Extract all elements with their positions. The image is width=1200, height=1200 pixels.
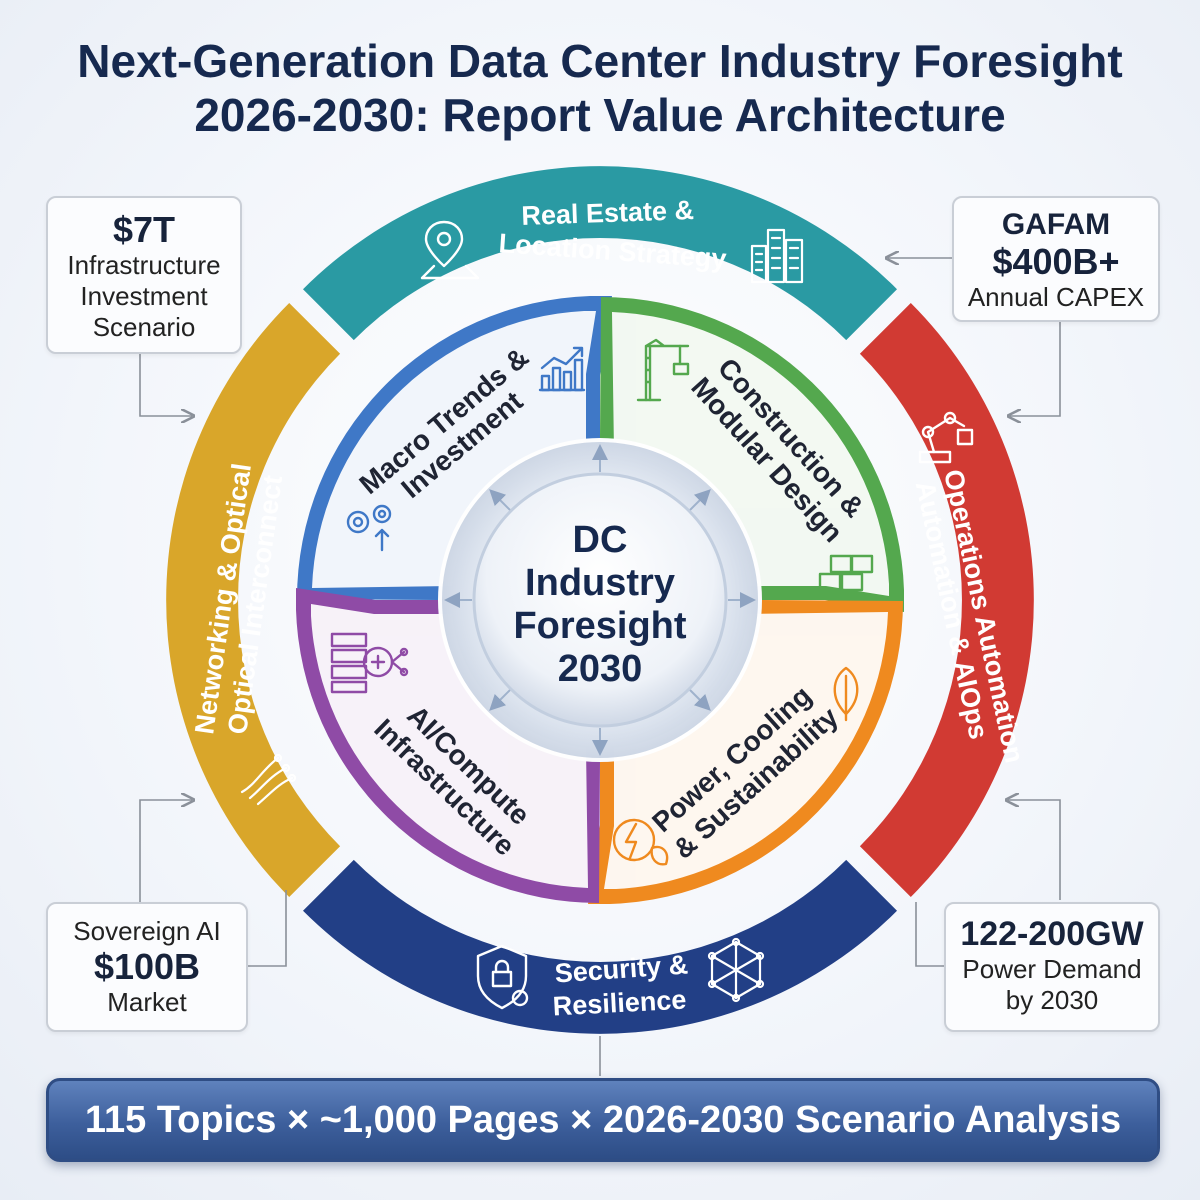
modular-blocks-icon — [818, 554, 874, 598]
stat-top: GAFAM — [1001, 208, 1111, 241]
stat-card-power-demand: 122-200GW Power Demand by 2030 — [944, 902, 1160, 1032]
center-hub — [472, 472, 728, 728]
fiber-optic-icon — [240, 753, 297, 806]
title-line-2: 2026-2030: Report Value Architecture — [194, 89, 1006, 141]
robot-arm-icon — [918, 411, 974, 464]
construction-panel — [612, 312, 889, 596]
center-line-3: Foresight — [513, 605, 686, 647]
card-connectors — [139, 258, 1061, 1076]
stat-card-infrastructure: $7T Infrastructure Investment Scenario — [46, 196, 242, 354]
city-buildings-icon — [750, 228, 804, 284]
stat-line: Power Demand — [962, 954, 1142, 984]
shield-lock-icon — [476, 944, 529, 1010]
lightning-leaf-icon — [612, 818, 669, 866]
summary-banner: 115 Topics × ~1,000 Pages × 2026-2030 Sc… — [46, 1078, 1160, 1162]
center-line-4: 2030 — [558, 648, 643, 690]
network-cube-icon — [707, 937, 765, 1003]
stat-top: Sovereign AI — [73, 916, 221, 946]
stat-card-gafam: GAFAM $400B+ Annual CAPEX — [952, 196, 1160, 322]
stat-value: $400B+ — [992, 241, 1120, 282]
stat-value: 122-200GW — [960, 915, 1144, 953]
crane-icon — [636, 338, 690, 402]
stat-line: by 2030 — [1005, 985, 1099, 1015]
power-panel — [604, 612, 888, 889]
stat-line: Infrastructure — [67, 250, 221, 280]
macro-panel — [312, 311, 596, 588]
title-line-1: Next-Generation Data Center Industry For… — [77, 35, 1123, 87]
center-line-1: DC — [573, 519, 628, 561]
stat-line: Scenario — [92, 312, 196, 342]
server-brain-icon — [330, 632, 409, 694]
leaf-icon — [833, 666, 859, 722]
center-line-2: Industry — [525, 562, 675, 604]
stat-value: $7T — [112, 209, 176, 250]
page-title: Next-Generation Data Center Industry For… — [0, 34, 1200, 142]
operations-segment — [859, 303, 1034, 897]
growth-chart-icon — [538, 346, 586, 392]
stat-value: $100B — [93, 946, 201, 987]
real-estate-label-1: Real Estate & — [521, 195, 695, 231]
map-pin-icon — [420, 220, 480, 280]
stat-bottom: Market — [107, 987, 187, 1017]
networking-segment — [166, 303, 341, 897]
stat-bottom: Annual CAPEX — [967, 282, 1145, 312]
security-label-2: Resilience — [552, 985, 687, 1022]
real-estate-segment — [303, 166, 897, 341]
gears-icon — [346, 504, 392, 552]
stat-card-sovereign-ai: Sovereign AI $100B Market — [46, 902, 248, 1032]
stat-line: Investment — [80, 281, 208, 311]
